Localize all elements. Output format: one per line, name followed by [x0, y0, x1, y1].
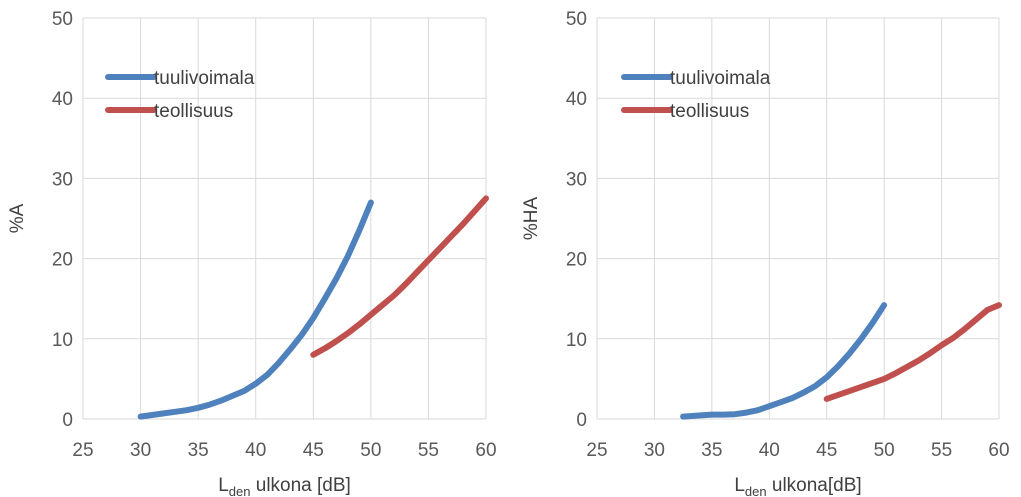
x-axis-label-subscript: den: [745, 484, 767, 497]
y-tick-label: 0: [62, 410, 73, 431]
y-tick-label: 20: [566, 250, 587, 271]
y-tick-label: 10: [566, 330, 587, 351]
series-line-tuulivoimala: [137, 199, 374, 420]
chart-percent-highly-annoyed: 0 10 20 30 40 50 25 30 35 40 45 50 55 60 Lden ulkona[d…: [521, 9, 1010, 497]
x-tick-label: 55: [418, 440, 439, 461]
x-tick-label: 60: [475, 440, 496, 461]
x-axis-label: Lden ulkona [dB]: [218, 475, 351, 497]
x-tick-label: 50: [360, 440, 381, 461]
x-tick-label: 25: [72, 440, 93, 461]
x-axis-label-rest: ulkona[dB]: [767, 475, 862, 496]
series-line-tuulivoimala: [680, 302, 888, 420]
x-tick-label: 40: [245, 440, 266, 461]
x-axis-label-main: L: [218, 475, 229, 496]
x-tick-label: 55: [931, 440, 952, 461]
y-axis-label: %A: [7, 203, 28, 233]
x-tick-label: 25: [586, 440, 607, 461]
x-tick-label: 30: [130, 440, 151, 461]
y-tick-label: 50: [52, 9, 73, 30]
x-tick-label: 35: [701, 440, 722, 461]
y-tick-label: 20: [52, 250, 73, 271]
y-tick-label: 0: [576, 410, 587, 431]
y-tick-label: 40: [566, 89, 587, 110]
x-axis-label-main: L: [734, 475, 745, 496]
x-tick-label: 35: [188, 440, 209, 461]
x-axis-label-rest: ulkona [dB]: [250, 475, 350, 496]
x-tick-label: 30: [644, 440, 665, 461]
legend-label: teollisuus: [670, 101, 749, 122]
legend-label: teollisuus: [154, 101, 233, 122]
legend-label: tuulivoimala: [154, 68, 255, 89]
series-line-teollisuus: [310, 195, 489, 358]
x-tick-label: 45: [303, 440, 324, 461]
y-axis-label: %HA: [521, 197, 542, 241]
y-tick-label: 10: [52, 330, 73, 351]
x-axis-label-subscript: den: [229, 484, 251, 497]
x-axis-label: Lden ulkona[dB]: [734, 475, 861, 497]
y-tick-label: 50: [566, 9, 587, 30]
chart-percent-annoyed: 0 10 20 30 40 50 25 30 35 40 45 50 55 60 Lden ulkona […: [7, 9, 497, 497]
y-tick-label: 30: [52, 169, 73, 190]
y-tick-label: 30: [566, 169, 587, 190]
x-tick-label: 60: [988, 440, 1009, 461]
x-tick-label: 45: [816, 440, 837, 461]
series-line-teollisuus: [823, 302, 1002, 402]
x-tick-label: 40: [759, 440, 780, 461]
x-tick-label: 50: [874, 440, 895, 461]
y-tick-label: 40: [52, 89, 73, 110]
legend-label: tuulivoimala: [670, 68, 771, 89]
